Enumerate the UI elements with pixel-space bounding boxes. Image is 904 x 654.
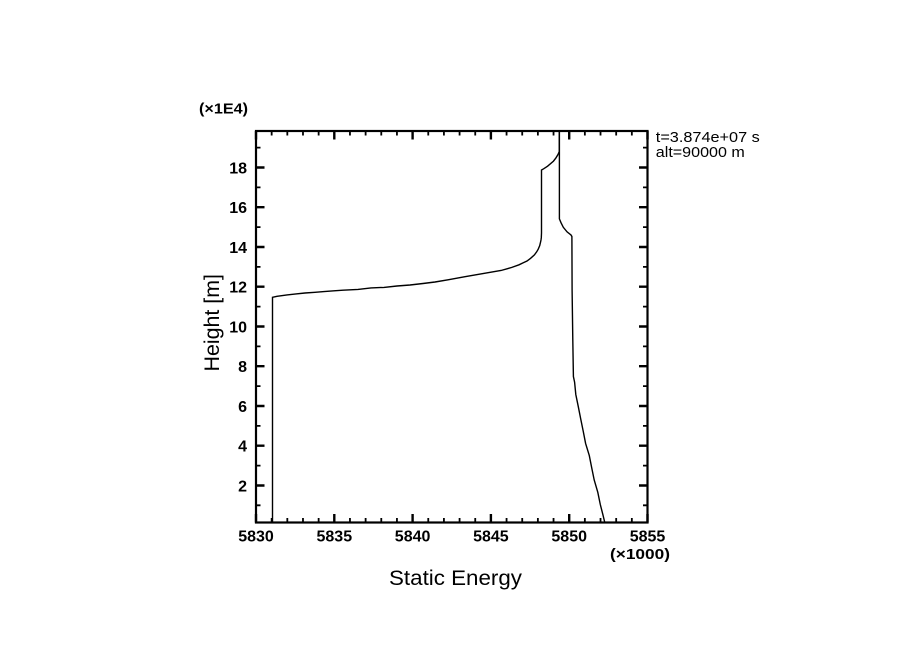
svg-text:5840: 5840 (395, 528, 431, 545)
svg-text:4: 4 (238, 439, 247, 456)
svg-text:5855: 5855 (630, 528, 666, 545)
svg-text:6: 6 (238, 399, 247, 416)
svg-text:5830: 5830 (238, 528, 274, 545)
svg-text:Static Energy: Static Energy (389, 566, 522, 590)
svg-text:5845: 5845 (473, 528, 509, 545)
svg-text:alt=90000 m: alt=90000 m (656, 144, 745, 161)
svg-text:5835: 5835 (317, 528, 353, 545)
svg-text:(×1E4): (×1E4) (199, 101, 248, 118)
svg-text:10: 10 (229, 319, 247, 336)
svg-text:(×1000): (×1000) (610, 546, 670, 563)
svg-text:14: 14 (229, 240, 247, 257)
svg-text:2: 2 (238, 478, 247, 495)
svg-text:8: 8 (238, 359, 247, 376)
svg-text:5850: 5850 (551, 528, 587, 545)
svg-text:18: 18 (229, 160, 247, 177)
svg-text:12: 12 (229, 280, 247, 297)
svg-text:t=3.874e+07 s: t=3.874e+07 s (656, 129, 760, 146)
svg-text:Height [m]: Height [m] (200, 274, 224, 372)
svg-text:16: 16 (229, 200, 247, 217)
